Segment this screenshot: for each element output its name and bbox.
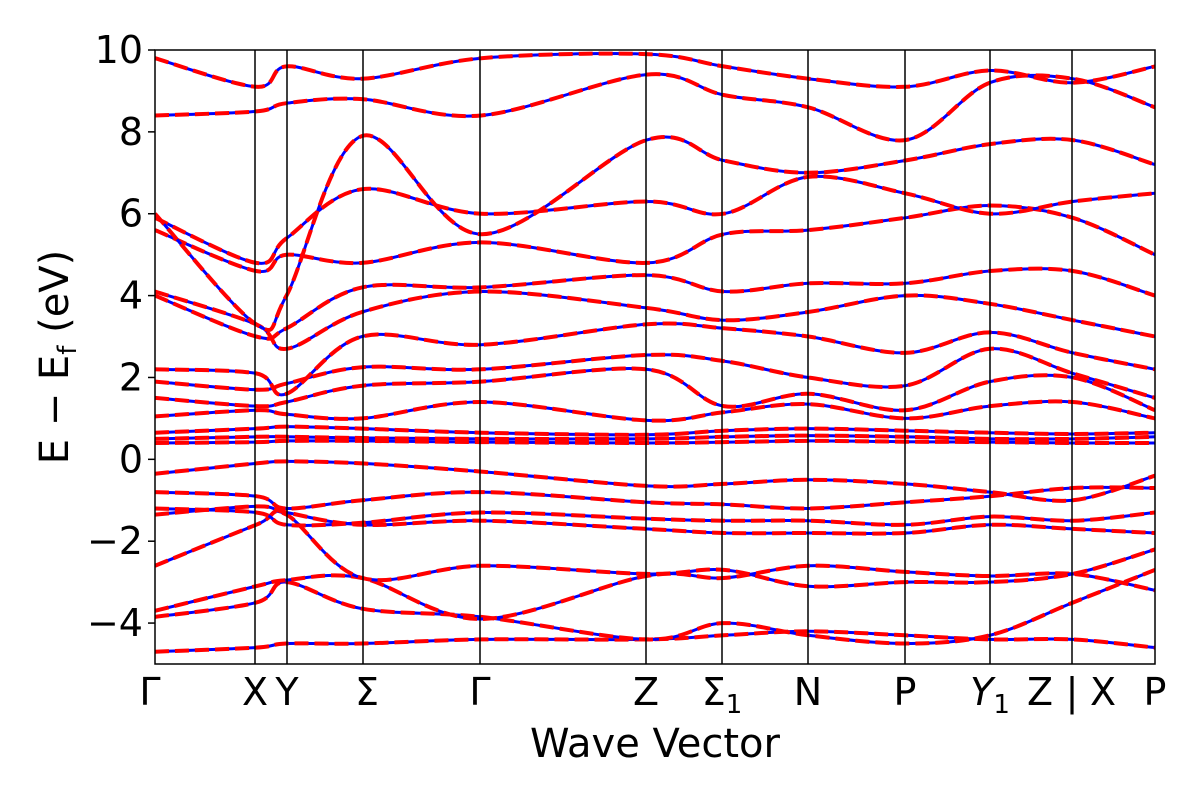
x-axis: Γ X Y Σ Γ Z Σ1 N P Y1 Z | X P xyxy=(139,50,1166,720)
band-6-series-1 xyxy=(155,485,1155,511)
band-14-series-1 xyxy=(155,321,1155,397)
plot-area xyxy=(155,51,1155,654)
y-axis: −4 −2 0 2 4 6 8 10 xyxy=(87,28,155,645)
y-axis-title-subscript: f xyxy=(53,345,83,355)
band-19-series-0 xyxy=(155,133,1155,332)
x-tick-label-2: Y xyxy=(274,670,299,714)
y-axis-title: E − Ef (eV) xyxy=(32,250,83,465)
x-tick-label-8: P xyxy=(894,670,917,714)
x-axis-title: Wave Vector xyxy=(530,721,781,767)
y-tick-label-3: 2 xyxy=(119,355,143,399)
band-20-series-0 xyxy=(155,72,1155,142)
x-tick-label-5: Z xyxy=(633,670,659,714)
x-tick-label-1: X xyxy=(242,670,268,714)
band-20-series-1 xyxy=(155,72,1155,143)
y-axis-title-main: E − E xyxy=(32,355,78,465)
y-tick-label-1: −2 xyxy=(87,519,143,563)
y-axis-title-space xyxy=(32,333,78,346)
y-tick-label-4: 4 xyxy=(119,274,143,318)
y-tick-label-2: 0 xyxy=(119,437,143,481)
y-axis-title-unit: (eV) xyxy=(32,250,78,333)
y-tick-label-6: 8 xyxy=(119,110,143,154)
y-tick-label-5: 6 xyxy=(119,192,143,236)
band-10-series-1 xyxy=(155,424,1155,437)
x-tick-label-3: Σ xyxy=(355,670,379,714)
band-19-series-1 xyxy=(155,133,1155,332)
band-21-series-1 xyxy=(155,51,1155,90)
x-tick-label-6: Σ1 xyxy=(702,670,743,720)
x-tick-label-7: N xyxy=(794,670,822,714)
x-tick-label-4: Γ xyxy=(469,670,490,714)
y-tick-label-0: −4 xyxy=(87,601,143,645)
band-7-series-1 xyxy=(155,459,1155,503)
x-tick-label-11: | xyxy=(1066,670,1079,715)
band-0-series-1 xyxy=(155,629,1155,654)
band-6-series-0 xyxy=(155,485,1155,511)
x-tick-label-9: Y1 xyxy=(970,670,1010,720)
band-16-series-1 xyxy=(155,266,1155,341)
band-5-series-1 xyxy=(155,506,1155,528)
svg-text:E − Ef (eV): E − Ef (eV) xyxy=(32,250,83,465)
y-tick-label-7: 10 xyxy=(95,28,143,72)
x-tick-label-13: P xyxy=(1144,670,1167,714)
band-16-series-0 xyxy=(155,267,1155,341)
x-tick-label-12: X xyxy=(1090,670,1116,714)
x-tick-label-10: Z xyxy=(1027,670,1053,714)
x-tick-label-0: Γ xyxy=(139,670,160,714)
band-15-series-1 xyxy=(155,289,1155,351)
band-13-series-1 xyxy=(155,346,1155,400)
plot-frame xyxy=(154,49,1156,665)
